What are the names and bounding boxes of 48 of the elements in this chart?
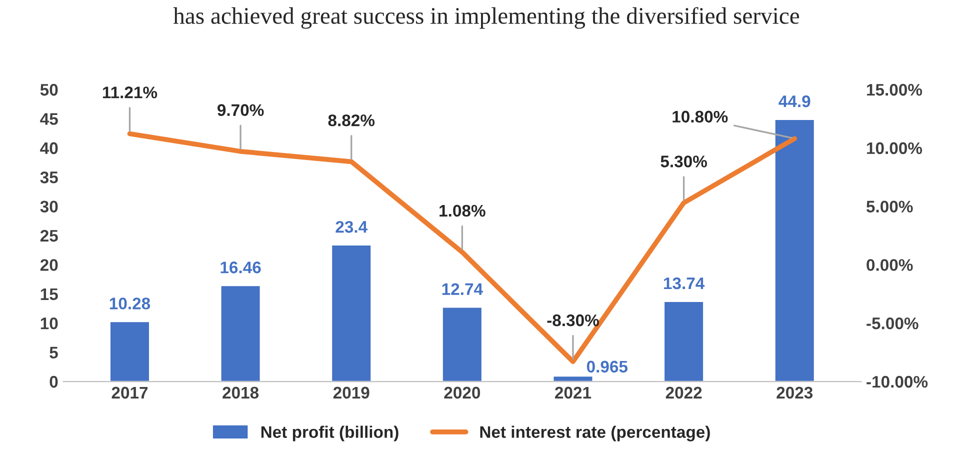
data-label: 13.74 xyxy=(664,277,705,290)
y2-tick-label: -5.00% xyxy=(866,318,918,330)
bar xyxy=(109,320,150,382)
legend-label: Net profit (billion) xyxy=(261,426,398,442)
y-tick-label: 30 xyxy=(40,200,58,213)
y-tick-label: 10 xyxy=(40,318,58,330)
y-tick-label: 15 xyxy=(40,288,58,300)
x-tick-label: 2018 xyxy=(222,386,259,399)
y-tick-label: 35 xyxy=(40,171,58,184)
data-label: 10.28 xyxy=(110,298,150,310)
bar xyxy=(330,244,372,382)
y2-tick-label: -10.00% xyxy=(866,376,928,388)
data-label: 9.70% xyxy=(218,104,264,116)
data-label: 16.46 xyxy=(220,262,261,274)
y-tick-label: 50 xyxy=(40,84,58,96)
x-tick-label: 2022 xyxy=(666,386,702,399)
bar xyxy=(552,375,594,382)
y2-tick-label: 5.00% xyxy=(866,200,913,212)
data-label: 1.08% xyxy=(440,204,486,217)
data-label: 12.74 xyxy=(442,283,483,295)
data-label: 10.80% xyxy=(672,110,728,123)
bar xyxy=(220,284,262,382)
y2-tick-label: 0.00% xyxy=(866,259,913,271)
data-label: 23.4 xyxy=(336,220,368,233)
x-tick-label: 2020 xyxy=(444,386,480,399)
bar xyxy=(663,300,704,382)
y-tick-label: 20 xyxy=(40,259,58,271)
y2-tick-label: 10.00% xyxy=(867,142,922,154)
text: has achieved great success in implementing the diversified service xyxy=(173,7,800,29)
data-label: 0.965 xyxy=(586,360,628,373)
y-tick-label: 45 xyxy=(40,113,58,125)
bar xyxy=(774,118,816,382)
data-label: -8.30% xyxy=(547,314,599,326)
legend-label: Net interest rate (percentage) xyxy=(480,426,710,442)
y-tick-label: 40 xyxy=(40,142,58,154)
x-tick-label: 2021 xyxy=(555,386,592,399)
y-tick-label: 0 xyxy=(50,376,58,388)
data-label: 11.21% xyxy=(102,86,158,98)
x-tick-label: 2023 xyxy=(776,386,813,399)
data-label: 44.9 xyxy=(778,95,810,108)
y-tick-label: 25 xyxy=(40,230,58,242)
y-tick-label: 5 xyxy=(50,346,58,359)
x-tick-label: 2019 xyxy=(333,386,370,399)
y2-tick-label: 15.00% xyxy=(867,84,922,96)
bar xyxy=(442,306,483,382)
data-label: 5.30% xyxy=(660,156,707,168)
x-tick-label: 2017 xyxy=(112,386,148,399)
data-label: 8.82% xyxy=(328,114,375,126)
